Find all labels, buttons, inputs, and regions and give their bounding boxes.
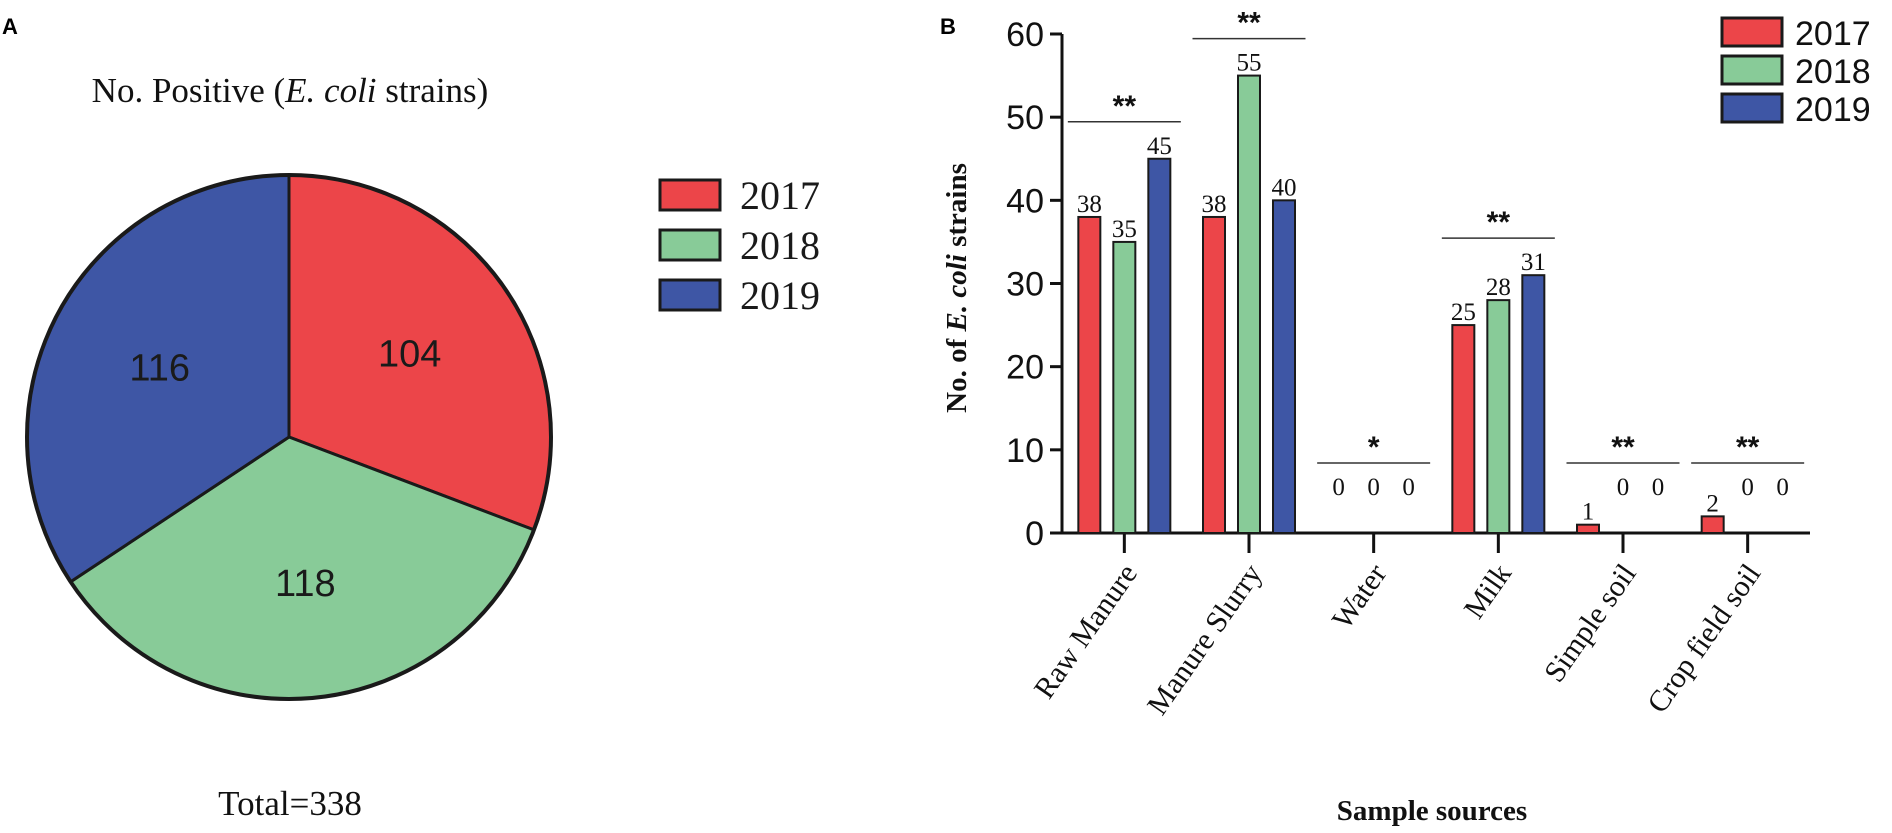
- bar-legend-label-2017: 2017: [1795, 15, 1871, 53]
- bar-x-axis-label: Sample sources: [1337, 795, 1527, 827]
- pie-legend-swatch-2017: [658, 178, 722, 212]
- x-tick-label: Water: [1326, 558, 1394, 635]
- pie-legend: 2017 2018 2019: [658, 173, 820, 318]
- bar-value-label: 0: [1652, 474, 1665, 501]
- bar-legend-swatch-2018: [1720, 54, 1784, 86]
- y-tick-label: 0: [1025, 515, 1044, 553]
- bar-value-label: 38: [1077, 191, 1102, 218]
- pie-value-label: 118: [275, 563, 336, 605]
- bar-value-label: 0: [1741, 474, 1754, 501]
- bar-legend-swatch-2017: [1720, 16, 1784, 48]
- y-tick-label: 40: [1006, 182, 1044, 220]
- bar-2019: [1272, 199, 1296, 534]
- pie-slices: [25, 173, 553, 701]
- bar-legend-label-2018: 2018: [1795, 53, 1871, 91]
- pie-legend-label-2017: 2017: [740, 173, 820, 218]
- x-tick-label: Manure Slurry: [1141, 558, 1269, 721]
- bar-value-label: 25: [1451, 299, 1476, 326]
- bar-2017: [1202, 215, 1226, 534]
- y-tick-label: 60: [1006, 16, 1044, 54]
- bar-value-label: 31: [1521, 249, 1546, 276]
- pie-value-label: 116: [129, 348, 190, 390]
- x-tick-label: Milk: [1458, 558, 1519, 625]
- significance-marker: **: [1611, 431, 1635, 464]
- pie-value-label: 104: [378, 334, 441, 376]
- significance-marker: **: [1113, 90, 1137, 123]
- panel-a-letter: A: [2, 14, 18, 39]
- bar-2019: [1147, 157, 1172, 534]
- bar-2019: [1521, 274, 1546, 534]
- bar-value-label: 35: [1112, 216, 1137, 243]
- pie-title: No. Positive (E. coli strains): [92, 71, 489, 110]
- bar-significance: ********* **: [1067, 7, 1805, 464]
- bar-2018: [1486, 299, 1511, 534]
- bar-value-label: 0: [1617, 474, 1630, 501]
- bar-value-label: 2: [1706, 490, 1719, 517]
- bar-value-label: 1: [1582, 499, 1595, 526]
- bar-2018: [1112, 240, 1137, 535]
- panel-a: A No. Positive (E. coli strains) 1041181…: [2, 14, 820, 823]
- bar-value-label: 0: [1332, 474, 1345, 501]
- bar-value-label: 0: [1367, 474, 1380, 501]
- pie-total-label: Total=338: [218, 784, 362, 823]
- y-tick-label: 10: [1006, 432, 1044, 470]
- significance-marker: **: [1736, 431, 1760, 464]
- bar-value-label: 55: [1237, 50, 1262, 77]
- pie-labels: 104 118 116: [129, 334, 441, 605]
- panel-b-letter: B: [940, 14, 956, 39]
- bar-value-label: 28: [1486, 274, 1511, 301]
- bar-y-axis-label: No. of E. coli strains: [941, 163, 973, 413]
- bar-2017: [1700, 515, 1725, 534]
- x-tick-label: Crop field soil: [1641, 558, 1767, 719]
- bar-value-label: 45: [1147, 133, 1172, 160]
- y-tick-label: 50: [1006, 99, 1044, 137]
- bar-2017: [1576, 523, 1600, 535]
- pie-legend-label-2018: 2018: [740, 223, 820, 268]
- bar-legend-label-2019: 2019: [1795, 91, 1871, 129]
- x-tick-label: Simple soil: [1538, 558, 1643, 688]
- bar-value-label: 40: [1272, 174, 1297, 201]
- pie-outline: [25, 173, 553, 701]
- y-tick-label: 30: [1006, 266, 1044, 304]
- pie-legend-swatch-2018: [658, 228, 722, 262]
- bar-value-label: 0: [1402, 474, 1415, 501]
- bar-2017: [1077, 215, 1102, 534]
- bar-legend-swatch-2019: [1720, 92, 1784, 124]
- pie-legend-label-2019: 2019: [740, 273, 820, 318]
- bar-2017: [1451, 324, 1476, 535]
- bar-value-label: 0: [1776, 474, 1789, 501]
- x-tick-label: Raw Manure: [1028, 558, 1144, 705]
- bar-value-label: 38: [1202, 191, 1227, 218]
- significance-marker: **: [1487, 206, 1511, 239]
- significance-marker: **: [1237, 7, 1261, 40]
- significance-marker: *: [1368, 431, 1380, 464]
- bar-2018: [1237, 74, 1261, 534]
- y-tick-label: 20: [1006, 349, 1044, 387]
- pie-legend-swatch-2019: [658, 278, 722, 312]
